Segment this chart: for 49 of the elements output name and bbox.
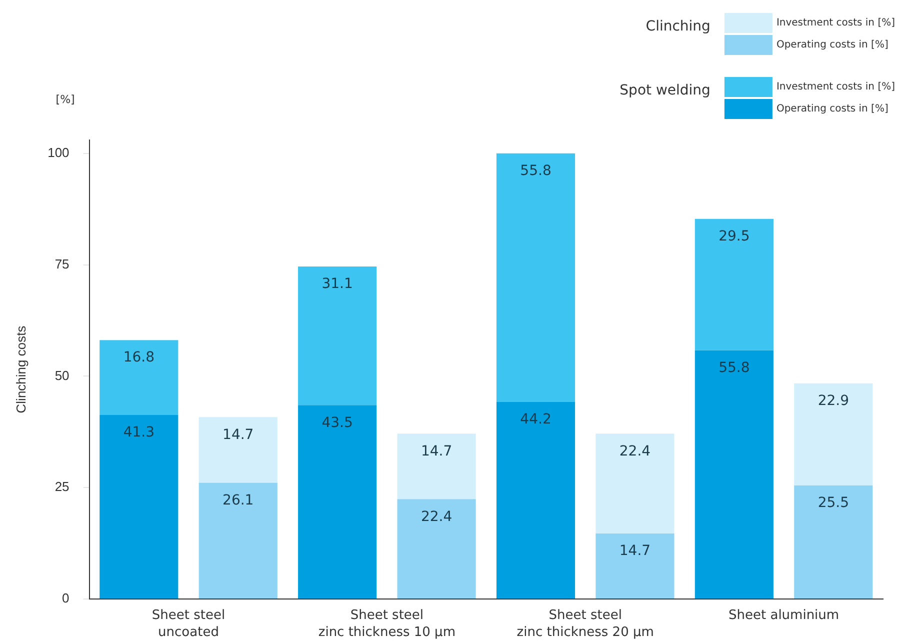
data-label: 22.9 <box>818 392 849 409</box>
bar <box>298 405 377 598</box>
bar <box>198 482 278 598</box>
text: Spot welding <box>620 82 710 99</box>
bar <box>496 402 576 598</box>
x-tick-label: Sheet steel uncoated <box>152 608 226 640</box>
bar <box>397 499 476 598</box>
data-label: 22.4 <box>420 508 452 525</box>
bar <box>794 485 873 598</box>
bar <box>298 266 377 406</box>
bar <box>100 340 178 415</box>
bar <box>397 434 476 500</box>
bar <box>198 417 278 483</box>
data-label: 16.8 <box>123 350 154 366</box>
data-label: 43.5 <box>322 414 353 431</box>
data-label: 41.3 <box>123 424 154 441</box>
data-label: 14.7 <box>420 443 452 460</box>
bar <box>596 434 674 534</box>
data-label: 14.7 <box>619 543 651 560</box>
y-tick-label: 75 <box>54 256 70 272</box>
legend-label: Investment costs in [%] <box>776 82 896 93</box>
data-label: 31.1 <box>322 276 353 292</box>
y-axis-title: Clinching costs <box>13 325 28 414</box>
data-label: 22.4 <box>619 443 651 460</box>
data-label: 14.7 <box>222 426 254 443</box>
data-label: 55.8 <box>718 360 750 376</box>
bar <box>100 414 178 598</box>
legend-label: Investment costs in [%] <box>776 18 896 29</box>
data-label: 44.2 <box>520 412 552 428</box>
x-tick-label: Sheet steel zinc thickness 10 µm <box>318 608 456 640</box>
data-label: 29.5 <box>718 228 750 245</box>
bar <box>596 533 674 598</box>
y-tick-label: 0 <box>62 590 70 606</box>
data-label: 25.5 <box>818 495 849 512</box>
text: [%] <box>56 92 75 106</box>
y-tick-label: 25 <box>54 479 70 494</box>
bar <box>496 153 576 402</box>
legend-label: Operating costs in [%] <box>776 40 888 51</box>
y-tick-label: 100 <box>48 144 70 160</box>
x-tick-label: Sheet steel zinc thickness 20 µm <box>516 608 654 640</box>
text: Clinching <box>646 18 710 35</box>
bar <box>794 383 873 486</box>
y-tick-label: 50 <box>54 368 70 383</box>
bar <box>694 350 774 598</box>
x-tick-label: Sheet aluminium <box>728 608 840 623</box>
legend-label: Operating costs in [%] <box>776 104 888 115</box>
data-label: 55.8 <box>520 163 552 180</box>
bar <box>694 218 774 350</box>
data-label: 26.1 <box>222 492 254 508</box>
